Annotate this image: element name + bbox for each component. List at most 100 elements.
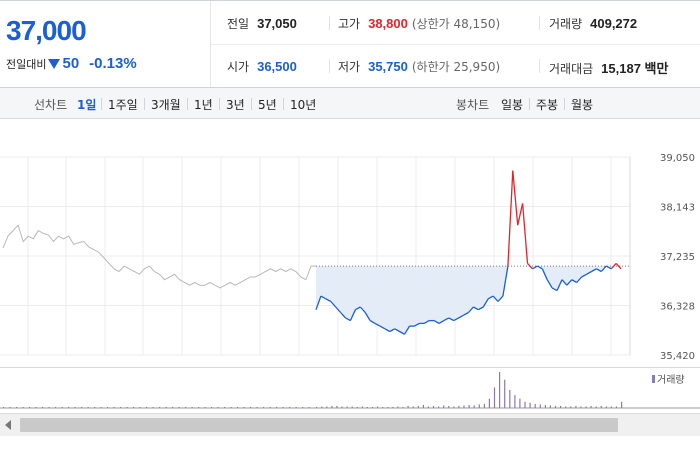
volume-bar (22, 407, 24, 408)
price-line-segment (364, 312, 371, 321)
volume-bar (575, 405, 577, 408)
volume-bar (585, 406, 587, 408)
volume-bar (204, 407, 206, 408)
price-line-segment (497, 295, 504, 302)
volume-bar (407, 405, 409, 408)
stat-volume: 거래량 409,272 (549, 16, 638, 31)
price-line-segment (591, 268, 597, 273)
divider (329, 59, 330, 73)
tab-1week[interactable]: 1주일 (108, 98, 138, 112)
volume-bar (185, 407, 187, 408)
tab-1year[interactable]: 1년 (194, 98, 213, 112)
volume-bar (107, 407, 109, 408)
price-line-segment (482, 298, 489, 308)
price-line-segment (389, 328, 396, 333)
y-tick-label: 39,050 (660, 153, 695, 164)
down-triangle-icon (48, 58, 61, 69)
volume-bar (165, 407, 167, 408)
volume-bar (55, 407, 57, 408)
stat-prev-close: 전일 37,050 (227, 16, 297, 31)
volume-bar (302, 407, 304, 408)
volume-bar (230, 407, 232, 408)
volume-bar (9, 407, 11, 408)
volume-bar (120, 407, 122, 408)
price-chart[interactable]: 39,050 38,143 37,235 36,328 35,420 (0, 119, 700, 367)
tab-10year[interactable]: 10년 (290, 98, 317, 112)
tab-1day[interactable]: 1일 (77, 98, 97, 112)
volume-bar (621, 401, 623, 408)
volume-bar (554, 405, 557, 408)
volume-bar (468, 404, 470, 408)
volume-bar (453, 406, 455, 408)
volume-bar (361, 406, 363, 408)
volume-bar (87, 407, 89, 408)
volume-bar (366, 407, 368, 408)
volume-bar (580, 406, 582, 408)
volume-bar (427, 406, 429, 408)
price-line-segment (345, 317, 351, 322)
volume-bar (126, 407, 128, 408)
volume-bar (458, 405, 460, 408)
current-price: 37,000 (6, 15, 87, 46)
change-label: 전일대비 (6, 57, 47, 71)
price-line-segment (477, 306, 484, 311)
volume-bar (217, 407, 219, 408)
tab-3month[interactable]: 3개월 (151, 98, 181, 112)
divider (219, 98, 220, 110)
volume-bar (539, 404, 541, 408)
volume-bar (211, 407, 213, 408)
volume-bar (590, 405, 592, 408)
volume-bar (615, 406, 618, 408)
candle-chart-label: 봉차트 (456, 98, 490, 112)
volume-bar (81, 407, 83, 408)
volume-bar (488, 398, 490, 408)
volume-bar (3, 407, 5, 408)
price-line-segment (537, 265, 543, 270)
volume-legend-label: 거래량 (657, 374, 685, 386)
divider (251, 98, 252, 110)
scroll-thumb[interactable] (20, 418, 618, 432)
price-line-segment (487, 295, 494, 300)
price-line-segment (394, 328, 400, 333)
price-line-segment (615, 262, 622, 270)
price-line-segment (315, 295, 322, 310)
volume-bar (356, 407, 358, 408)
volume-bar (382, 407, 384, 408)
y-tick-label: 35,420 (660, 351, 695, 362)
volume-bar (159, 407, 161, 408)
volume-bar (113, 407, 115, 408)
volume-bar (412, 406, 414, 408)
chart-scrollbar[interactable] (0, 413, 700, 436)
volume-bar (237, 407, 239, 408)
price-line-segment (502, 265, 509, 297)
stat-high: 고가 38,800 (상한가 48,150) (338, 16, 501, 31)
volume-bar (534, 403, 536, 408)
scroll-left-icon[interactable] (5, 420, 11, 430)
tab-daily[interactable]: 일봉 (501, 98, 524, 112)
volume-bar (392, 407, 394, 408)
price-line-segment (492, 295, 499, 302)
divider (564, 98, 565, 110)
price-line-segment (517, 203, 524, 226)
price-line-segment (605, 265, 612, 270)
chart-period-tabs: 선차트 1일 1주일 3개월 1년 3년 5년 10년 봉차트 일봉 주봉 월봉 (0, 88, 700, 119)
price-line-segment (532, 265, 538, 270)
volume-bar (499, 372, 501, 408)
price-line-segment (551, 287, 558, 292)
volume-bar (549, 405, 551, 408)
volume-bar (402, 407, 404, 408)
price-line-segment (576, 276, 583, 283)
price-line-segment (556, 279, 563, 291)
price-line-segment (335, 306, 342, 313)
volume-bar (133, 407, 135, 408)
volume-bar (16, 407, 18, 408)
tab-5year[interactable]: 5년 (258, 98, 277, 112)
price-line-segment (507, 170, 514, 267)
tab-monthly[interactable]: 월봉 (571, 98, 594, 112)
y-tick-label: 37,235 (660, 252, 695, 263)
volume-bar (282, 407, 284, 408)
price-line-segment (369, 320, 376, 324)
tab-3year[interactable]: 3년 (226, 98, 245, 112)
volume-bar (351, 406, 353, 408)
tab-weekly[interactable]: 주봉 (536, 98, 559, 112)
